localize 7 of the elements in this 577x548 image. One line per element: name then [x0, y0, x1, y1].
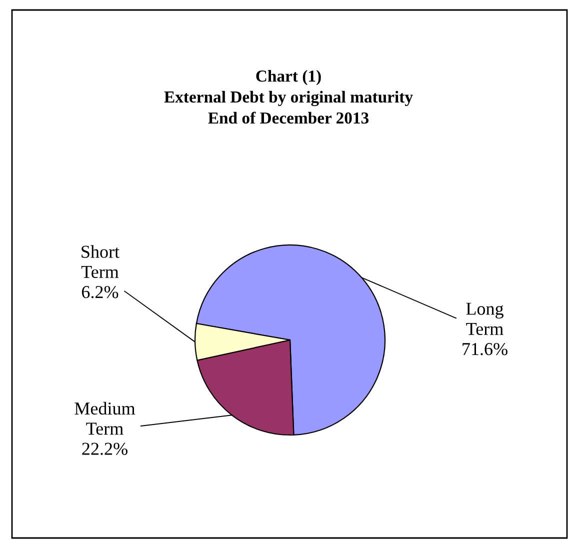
- data-label: 22.2%: [82, 442, 128, 455]
- data-label: 6.2%: [82, 286, 118, 298]
- slice-label: Medium Term: [74, 402, 136, 435]
- chart-title: Chart (1) External Debt by original maturity End of December 2013: [164, 70, 413, 124]
- slice-label: Long Term: [466, 302, 504, 336]
- data-label: 71.6%: [462, 342, 508, 356]
- slice-label: Short Term: [81, 245, 120, 278]
